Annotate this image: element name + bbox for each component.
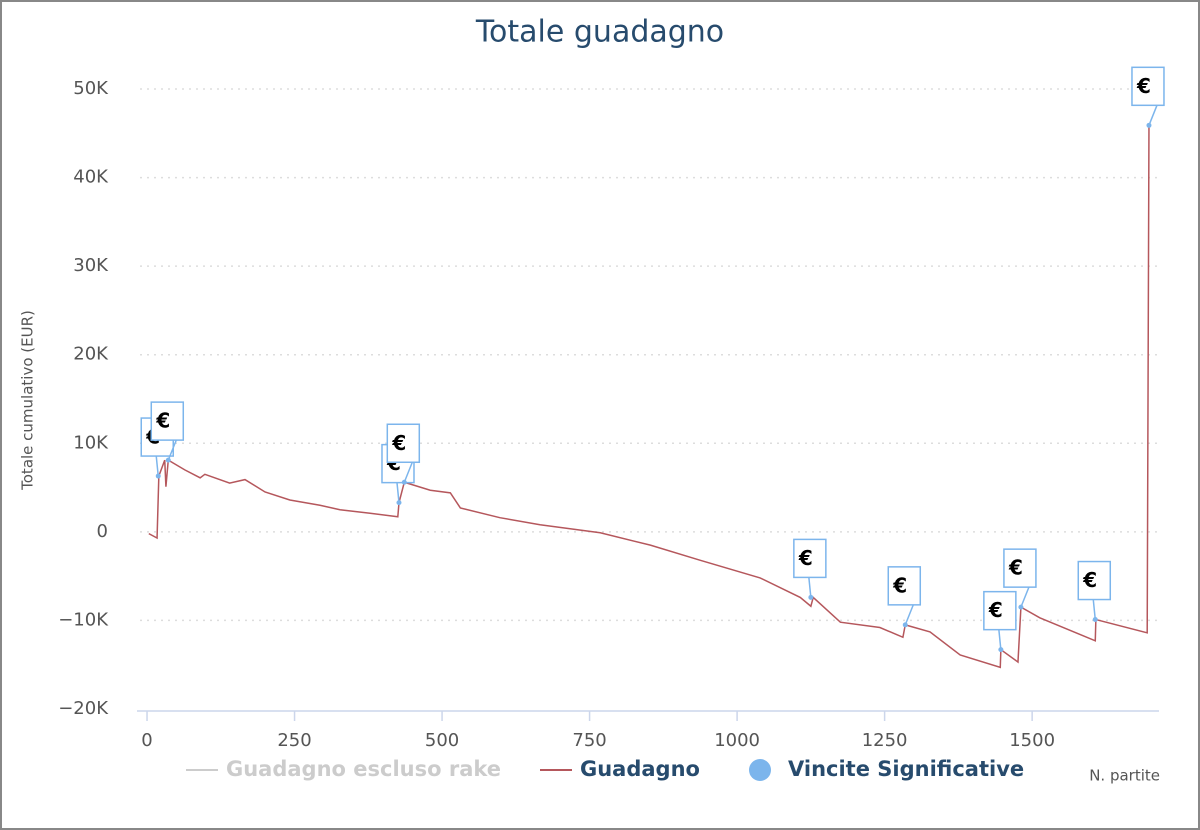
chart-title: Totale guadagno	[475, 15, 724, 50]
win-flag: €	[887, 566, 922, 626]
flag-box	[1003, 548, 1037, 588]
y-tick-label: 10K	[73, 432, 109, 453]
win-flag: €	[150, 401, 185, 461]
flag-connector	[1092, 599, 1097, 620]
y-tick-label: −20K	[58, 698, 109, 719]
x-tick-label: 500	[425, 730, 459, 751]
flag-connector	[167, 439, 177, 461]
flag-connector	[155, 455, 159, 477]
win-point	[401, 479, 407, 485]
win-flag: €	[1131, 66, 1165, 126]
flag-label: €	[1008, 556, 1023, 580]
x-tick-label: 1500	[1009, 730, 1055, 751]
y-axis-title: Totale cumulativo (EUR)	[19, 310, 37, 491]
win-point	[1146, 122, 1152, 128]
flag-label: €	[988, 598, 1003, 622]
y-tick-label: 40K	[73, 167, 109, 188]
x-tick-label: 0	[141, 730, 152, 751]
flag-connector	[904, 604, 914, 626]
win-point	[808, 594, 814, 600]
y-tick-label: 0	[97, 521, 108, 542]
x-tick-label: 750	[572, 730, 606, 751]
legend-symbol	[749, 759, 771, 781]
y-tick-label: 50K	[73, 78, 109, 99]
flag-box	[1077, 560, 1112, 601]
flag-box	[887, 566, 922, 606]
flag-connector	[808, 577, 812, 598]
x-tick-label: 1000	[714, 730, 760, 751]
flag-connector	[403, 461, 413, 483]
y-tick-label: 20K	[73, 344, 109, 365]
legend-label[interactable]: Guadagno	[580, 757, 700, 781]
y-tick-label: −10K	[58, 609, 109, 630]
win-point	[1018, 604, 1024, 610]
flag-label: €	[1082, 568, 1097, 592]
win-flag: €	[1003, 548, 1037, 608]
flag-connector	[1020, 586, 1030, 608]
flag-connector	[396, 482, 400, 503]
y-tick-label: 30K	[73, 255, 109, 276]
flag-label: €	[155, 409, 170, 433]
win-point	[998, 647, 1004, 653]
flag-box	[983, 590, 1017, 631]
legend-label[interactable]: Guadagno escluso rake	[226, 757, 501, 781]
x-axis-title: N. partite	[1089, 767, 1160, 785]
line-series	[148, 125, 1150, 669]
x-tick-label: 250	[277, 730, 311, 751]
win-flag: €	[983, 590, 1017, 650]
win-point	[396, 500, 402, 506]
win-point	[155, 473, 161, 479]
flag-label: €	[892, 573, 907, 597]
win-point	[902, 622, 908, 628]
win-flag: €	[1077, 560, 1112, 620]
win-point	[1092, 617, 1098, 623]
flag-label: €	[1136, 74, 1151, 98]
legend-label[interactable]: Vincite Significative	[788, 757, 1024, 781]
flag-label: €	[798, 546, 813, 570]
win-flag: €	[793, 538, 827, 598]
flag-connector	[1148, 105, 1158, 126]
flag-box	[1131, 66, 1165, 107]
win-point	[165, 457, 171, 463]
win-flag: €	[386, 423, 421, 483]
flag-label: €	[391, 431, 406, 455]
flag-box	[793, 538, 827, 579]
flag-box	[386, 423, 421, 464]
x-tick-label: 1250	[862, 730, 908, 751]
flag-box	[150, 401, 185, 441]
flag-connector	[998, 629, 1002, 650]
